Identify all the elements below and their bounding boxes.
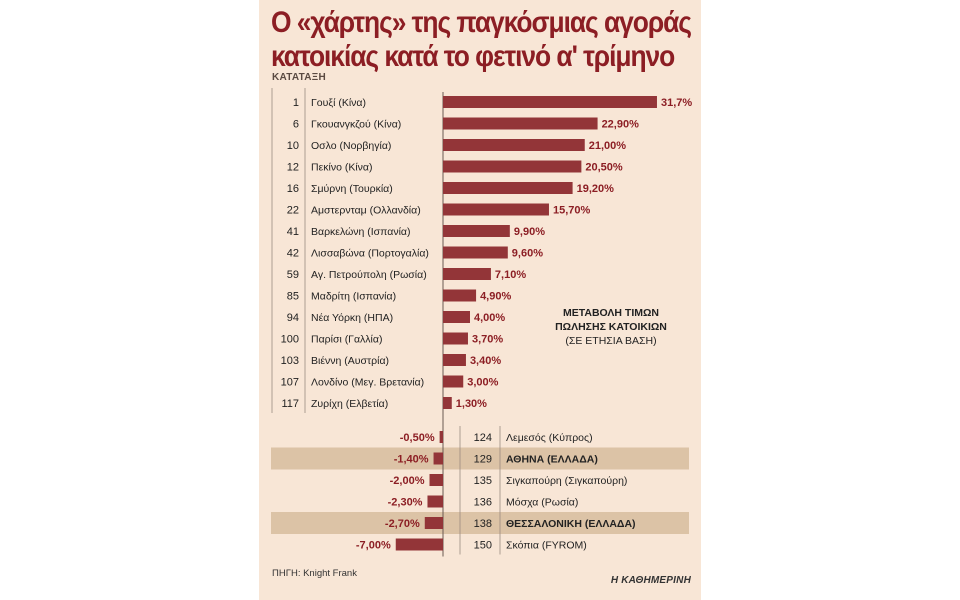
bar: [443, 354, 466, 366]
city-label: ΑΘΗΝΑ (ΕΛΛΑΔΑ): [506, 454, 598, 466]
bar: [424, 517, 443, 529]
chart-title-line-1: Ο «χάρτης» της παγκόσμιας αγοράς: [271, 6, 692, 39]
publisher-brand: Η ΚΑΘΗΜΕΡΙΝΗ: [610, 575, 691, 586]
bar: [443, 203, 549, 216]
value-label: 20,50%: [585, 162, 623, 174]
value-label: 3,40%: [470, 355, 501, 367]
highlight-band: [271, 447, 689, 470]
highlight-band: [271, 512, 689, 534]
rank-label: 103: [281, 355, 299, 367]
value-label: -7,00%: [356, 540, 391, 552]
rank-label: 10: [287, 140, 299, 152]
value-label: 31,7%: [661, 97, 692, 109]
city-label: ΘΕΣΣΑΛΟΝΙΚΗ (ΕΛΛΑΔΑ): [506, 518, 636, 530]
infographic-panel: Ο «χάρτης» της παγκόσμιας αγοράς κατοικί…: [259, 0, 701, 600]
city-label: Λονδίνο (Μεγ. Βρετανία): [311, 377, 424, 389]
value-label: 7,10%: [495, 269, 526, 281]
bar: [443, 268, 491, 280]
value-label: 21,00%: [589, 140, 627, 152]
city-label: Σκόπια (FYROM): [506, 540, 587, 552]
value-label: -2,00%: [390, 475, 425, 487]
city-label: Γουξί (Κίνα): [311, 97, 366, 109]
rank-label: 59: [287, 269, 299, 281]
city-label: Μαδρίτη (Ισπανία): [311, 291, 396, 303]
panel-footer: ΠΗΓΗ: Knight Frank Η ΚΑΘΗΜΕΡΙΝΗ: [259, 560, 701, 600]
city-label: Σιγκαπούρη (Σιγκαπούρη): [506, 475, 627, 487]
city-label: Λισσαβώνα (Πορτογαλία): [311, 248, 429, 260]
city-label: Πεκίνο (Κίνα): [311, 162, 373, 174]
city-label: Βαρκελώνη (Ισπανία): [311, 226, 410, 238]
bar: [443, 375, 464, 388]
value-label: 3,00%: [467, 377, 498, 389]
bar: [443, 160, 582, 173]
city-label: Γκουανγκζού (Κίνα): [311, 119, 401, 131]
rank-label: 94: [287, 312, 299, 324]
rank-label: 124: [474, 432, 492, 444]
city-label: Παρίσι (Γαλλία): [311, 334, 382, 346]
city-label: Βιέννη (Αυστρία): [311, 355, 389, 367]
bar: [443, 246, 508, 259]
bar: [443, 182, 573, 194]
city-label: Οσλο (Νορβηγία): [311, 140, 391, 152]
bar: [427, 495, 443, 508]
rank-label: 6: [293, 119, 299, 131]
rank-label: 41: [287, 226, 299, 238]
value-label: 3,70%: [472, 334, 503, 346]
rank-label: 135: [474, 475, 492, 487]
bar: [429, 474, 443, 486]
city-label: Λεμεσός (Κύπρος): [506, 432, 593, 444]
city-label: Ζυρίχη (Ελβετία): [311, 398, 388, 410]
rank-label: 117: [281, 398, 299, 410]
bar: [439, 431, 443, 443]
city-label: Νέα Υόρκη (ΗΠΑ): [311, 312, 393, 324]
bar: [443, 311, 470, 323]
bar: [443, 397, 452, 409]
bar: [443, 96, 657, 108]
annotation-line: (ΣΕ ΕΤΗΣΙΑ ΒΑΣΗ): [565, 335, 656, 347]
value-label: 4,00%: [474, 312, 505, 324]
annotation-line: ΜΕΤΑΒΟΛΗ ΤΙΜΩΝ: [563, 307, 659, 319]
value-label: 1,30%: [456, 398, 487, 410]
source-note: ΠΗΓΗ: Knight Frank: [272, 568, 357, 579]
rank-label: 107: [281, 377, 299, 389]
annotation-line: ΠΩΛΗΣΗΣ ΚΑΤΟΙΚΙΩΝ: [555, 321, 667, 333]
city-label: Μόσχα (Ρωσία): [506, 497, 578, 509]
rank-label: 1: [293, 97, 299, 109]
bar: [443, 139, 585, 151]
rank-label: 42: [287, 248, 299, 260]
value-label: 19,20%: [577, 183, 615, 195]
value-label: -0,50%: [400, 432, 435, 444]
value-label: 15,70%: [553, 205, 591, 217]
rank-label: 136: [474, 497, 492, 509]
rank-label: 16: [287, 183, 299, 195]
city-label: Αμστερνταμ (Ολλανδία): [311, 205, 421, 217]
city-label: Σμύρνη (Τουρκία): [311, 183, 393, 195]
value-label: 9,90%: [514, 226, 545, 238]
rank-label: 138: [474, 518, 492, 530]
bar: [443, 332, 468, 345]
value-label: -2,30%: [388, 497, 423, 509]
rank-label: 100: [281, 334, 299, 346]
bar: [433, 452, 443, 465]
bar: [443, 225, 510, 237]
bar: [443, 117, 598, 130]
value-label: 9,60%: [512, 248, 543, 260]
value-label: 22,90%: [602, 119, 640, 131]
bar: [443, 289, 477, 302]
bar: [395, 538, 443, 551]
rank-column-header: ΚΑΤΑΤΑΞΗ: [272, 72, 327, 83]
value-label: -1,40%: [394, 454, 429, 466]
rank-label: 129: [474, 454, 492, 466]
rank-label: 150: [474, 540, 492, 552]
rank-label: 85: [287, 291, 299, 303]
value-label: 4,90%: [480, 291, 511, 303]
bar-chart: 1 Γουξί (Κίνα) 31,7% 6 Γκουανγκζού (Κίνα) 22,…: [271, 88, 692, 557]
value-label: -2,70%: [385, 518, 420, 530]
rank-label: 12: [287, 162, 299, 174]
rank-label: 22: [287, 205, 299, 217]
chart-title-line-2: κατοικίας κατά το φετινό α' τρίμηνο: [271, 40, 675, 73]
city-label: Αγ. Πετρούπολη (Ρωσία): [311, 269, 427, 281]
